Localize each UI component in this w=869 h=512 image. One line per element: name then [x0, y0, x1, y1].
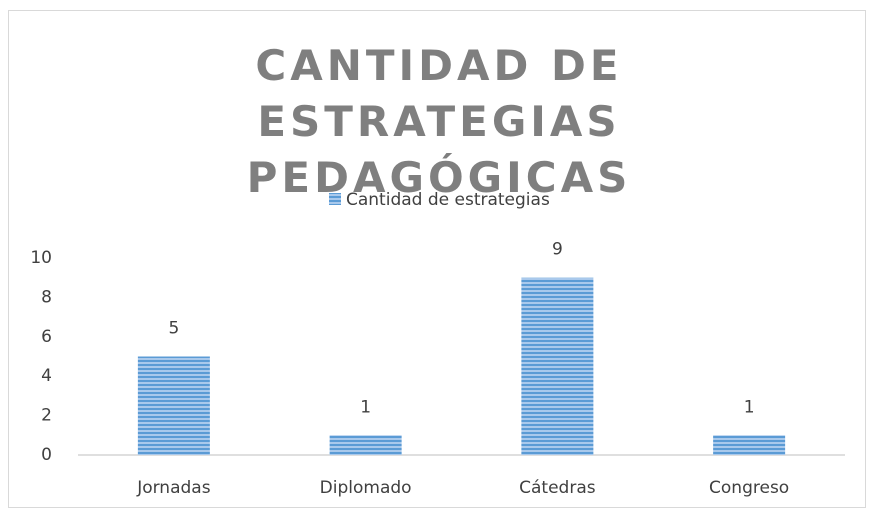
data-label: 1 [360, 397, 371, 417]
chart-border [8, 10, 866, 508]
chart-title: CANTIDAD DE ESTRATEGIAS PEDAGÓGICAS [246, 41, 632, 202]
data-label: 5 [168, 319, 179, 339]
y-tick-label: 4 [41, 366, 52, 386]
bar [713, 435, 786, 455]
y-tick-label: 6 [41, 327, 52, 347]
y-tick-label: 0 [41, 445, 52, 465]
bar [521, 277, 594, 455]
y-tick-label: 10 [30, 248, 52, 268]
y-tick-label: 8 [41, 287, 52, 307]
x-tick-label: Congreso [709, 478, 789, 498]
data-label: 9 [552, 240, 563, 260]
bar [329, 435, 402, 455]
bar [137, 356, 210, 455]
y-tick-label: 2 [41, 406, 52, 426]
x-tick-label: Jornadas [136, 478, 211, 498]
x-tick-label: Cátedras [519, 478, 596, 498]
legend-swatch [329, 193, 341, 205]
legend-label: Cantidad de estrategias [346, 190, 550, 210]
x-tick-label: Diplomado [320, 478, 412, 498]
data-label: 1 [744, 397, 755, 417]
